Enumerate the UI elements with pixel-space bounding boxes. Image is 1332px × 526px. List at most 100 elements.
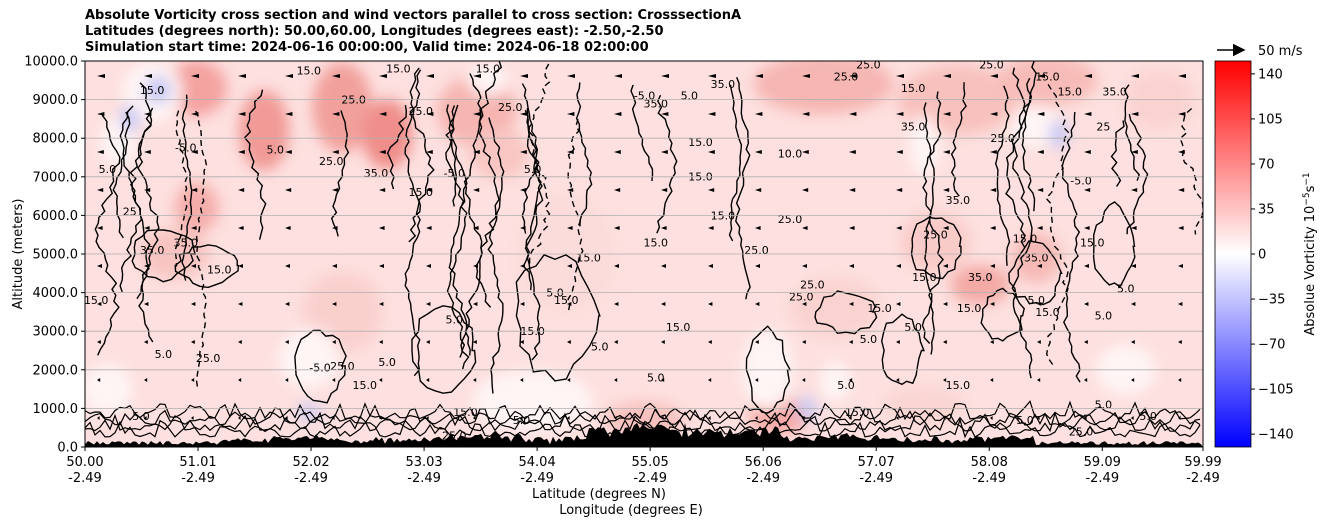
chart-title-line-1: Absolute Vorticity cross section and win…: [85, 8, 742, 23]
wind-vector: [1178, 226, 1184, 230]
y-tick-label: 5000.0: [33, 248, 79, 263]
wind-vector: [990, 150, 997, 154]
wind-vector: [520, 188, 527, 192]
wind-vector: [1084, 378, 1088, 382]
wind-vector: [567, 416, 570, 420]
wind-vector: [849, 150, 856, 154]
contour-label: 5.0: [524, 163, 542, 176]
contour-label: 5.0: [591, 341, 609, 354]
wind-vector: [755, 378, 759, 382]
x-tick-label-lat: 54.04: [519, 455, 556, 470]
wind-vector: [614, 264, 619, 268]
y-tick-label: 0.0: [57, 441, 78, 456]
wind-vector: [285, 378, 289, 382]
y-tick-label: 6000.0: [33, 209, 79, 224]
contour-label: 15.0: [1058, 86, 1083, 99]
wind-vector: [896, 378, 900, 382]
vorticity-blob-neutral: [472, 370, 593, 431]
wind-vector: [379, 112, 387, 116]
vorticity-blob-positive: [884, 386, 965, 423]
wind-vector: [97, 74, 105, 78]
contour-label: -5.0: [444, 167, 465, 180]
contour-line: [195, 110, 208, 388]
x-tick-label-lat: 51.01: [179, 455, 216, 470]
vorticity-blob-negative: [119, 104, 140, 133]
wind-vector: [285, 112, 293, 116]
wind-vector: [97, 150, 104, 154]
contour-line: [112, 111, 131, 239]
wind-vector: [614, 188, 621, 192]
wind-vector: [1037, 112, 1045, 116]
wind-vector: [1037, 150, 1044, 154]
wind-vector: [144, 416, 147, 420]
wind-vector: [97, 188, 104, 192]
vorticity-blob-positive: [950, 264, 1011, 305]
contour-label: 15.0: [666, 321, 691, 334]
x-tick-label-lat: 56.06: [745, 455, 782, 470]
wind-vector: [1131, 112, 1139, 116]
wind-vector: [191, 264, 196, 268]
contour-label: 5.0: [647, 371, 665, 384]
wind-vector: [473, 226, 479, 230]
wind-vector: [97, 264, 102, 268]
y-axis-label: Altitude (meters): [11, 199, 26, 310]
wind-vector: [97, 416, 100, 420]
wind-vector: [849, 378, 853, 382]
contour-lines: [85, 61, 1203, 439]
wind-vector: [1084, 150, 1091, 154]
wind-vector: [990, 112, 998, 116]
contour-label: 5.0: [513, 414, 531, 427]
wind-vector: [802, 188, 809, 192]
x-tick-label-lon: -2.49: [407, 471, 441, 486]
contour-line: [129, 82, 152, 300]
wind-vector: [285, 264, 290, 268]
wind-vector: [1178, 416, 1181, 420]
wind-vector: [943, 74, 951, 78]
wind-vector: [520, 378, 524, 382]
colorbar-tick-label: 0: [1258, 248, 1266, 263]
wind-vector: [567, 340, 571, 344]
x-tick-label-lon: -2.49: [181, 471, 215, 486]
wind-vector: [1131, 378, 1135, 382]
colorbar-tick-label: −70: [1258, 338, 1285, 353]
wind-vector: [1131, 188, 1138, 192]
y-axis-ticks: 0.0 1000.0 2000.0 3000.0 4000.0 5000.0 6000.0 7…: [24, 55, 85, 456]
x-tick-label-lat: 57.07: [858, 455, 895, 470]
wind-vector: [379, 302, 384, 306]
wind-vector: [896, 416, 899, 420]
wind-vector: [426, 226, 432, 230]
wind-vector: [661, 112, 669, 116]
colorbar-gradient: [1214, 60, 1252, 448]
contour-line: [1061, 112, 1081, 383]
wind-vector: [990, 378, 994, 382]
wind-vector: [144, 378, 148, 382]
contour-line: [181, 94, 193, 281]
wind-vector: [802, 150, 809, 154]
contour-line: [94, 114, 121, 356]
wind-vector: [379, 226, 385, 230]
contour-label: 25.0: [778, 213, 803, 226]
contour-loop: [1092, 201, 1136, 288]
colorbar-tick-label: −105: [1258, 383, 1294, 398]
contour-label: 5.0: [1117, 283, 1135, 296]
contour-label: 25: [123, 205, 137, 218]
wind-vector: [1178, 150, 1185, 154]
wind-vector: [661, 264, 666, 268]
wind-vector: [943, 340, 947, 344]
wind-vector: [520, 112, 528, 116]
contour-label: 35.0: [140, 244, 165, 257]
wind-vector: [473, 302, 478, 306]
wind-vector: [567, 226, 573, 230]
y-tick-label: 4000.0: [33, 286, 79, 301]
wind-vector: [1178, 378, 1182, 382]
wind-vector: [473, 74, 481, 78]
wind-vector: [1084, 264, 1089, 268]
wind-vector: [1131, 150, 1138, 154]
contour-label: 35.0: [1024, 252, 1049, 265]
colorbar-ticks: 140 105 70 35 0 −35 −70 −105 −140: [1251, 67, 1294, 443]
wind-vector: [708, 416, 711, 420]
wind-vector: [426, 416, 429, 420]
colorbar-tick-label: 35: [1258, 202, 1275, 217]
wind-vector: [379, 150, 386, 154]
